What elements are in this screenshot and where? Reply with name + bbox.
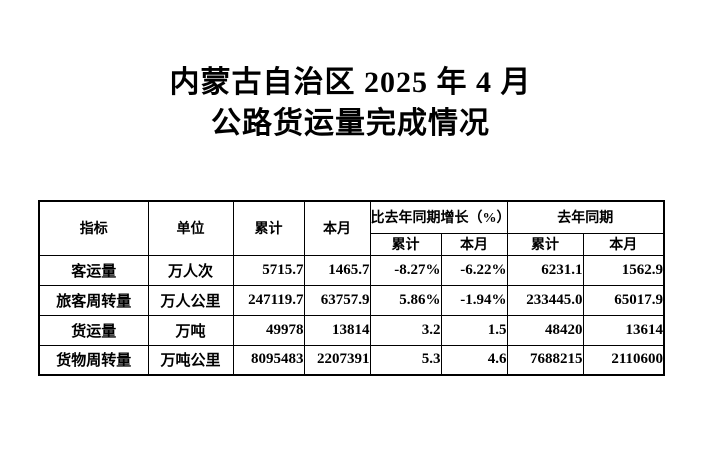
cell-month: 1465.7 (303, 254, 371, 286)
cell-cumulative: 247119.7 (232, 284, 305, 316)
header-group-growth: 比去年同期增长（%） (369, 200, 508, 234)
header-indicator: 指标 (38, 200, 149, 256)
header-unit: 单位 (147, 200, 234, 256)
document-title-line2: 公路货运量完成情况 (211, 107, 490, 140)
cell-growth-month: -6.22% (440, 254, 508, 286)
header-lastyear-cumulative: 累计 (506, 232, 584, 256)
cell-indicator: 客运量 (38, 254, 149, 286)
cell-growth-cumulative: 3.2 (369, 314, 442, 346)
header-growth-cumulative: 累计 (369, 232, 442, 256)
cell-lastyear-month: 2110600 (582, 344, 665, 376)
cell-lastyear-month: 13614 (582, 314, 665, 346)
table-row: 客运量 万人次 5715.7 1465.7 -8.27% -6.22% 6231… (38, 254, 665, 286)
cell-lastyear-cumulative: 6231.1 (506, 254, 584, 286)
header-cumulative: 累计 (232, 200, 305, 256)
header-month: 本月 (303, 200, 371, 256)
cell-month: 2207391 (303, 344, 371, 376)
cell-month: 13814 (303, 314, 371, 346)
table-row: 旅客周转量 万人公里 247119.7 63757.9 5.86% -1.94%… (38, 284, 665, 316)
cell-indicator: 货物周转量 (38, 344, 149, 376)
cell-growth-cumulative: 5.86% (369, 284, 442, 316)
cell-unit: 万吨公里 (147, 344, 234, 376)
header-growth-month: 本月 (440, 232, 508, 256)
cell-growth-cumulative: 5.3 (369, 344, 442, 376)
cell-growth-month: -1.94% (440, 284, 508, 316)
cell-growth-month: 1.5 (440, 314, 508, 346)
table-row: 货物周转量 万吨公里 8095483 2207391 5.3 4.6 76882… (38, 344, 665, 376)
table-row: 货运量 万吨 49978 13814 3.2 1.5 48420 13614 (38, 314, 665, 346)
cell-lastyear-cumulative: 48420 (506, 314, 584, 346)
cell-lastyear-cumulative: 7688215 (506, 344, 584, 376)
cell-cumulative: 5715.7 (232, 254, 305, 286)
cell-month: 63757.9 (303, 284, 371, 316)
cell-lastyear-month: 65017.9 (582, 284, 665, 316)
cell-indicator: 旅客周转量 (38, 284, 149, 316)
cell-cumulative: 49978 (232, 314, 305, 346)
document-title: 内蒙古自治区 2025 年 4 月 公路货运量完成情况 (0, 62, 701, 144)
cell-unit: 万人公里 (147, 284, 234, 316)
header-lastyear-month: 本月 (582, 232, 665, 256)
document-title-line1: 内蒙古自治区 2025 年 4 月 (169, 66, 532, 99)
cell-lastyear-cumulative: 233445.0 (506, 284, 584, 316)
cell-growth-cumulative: -8.27% (369, 254, 442, 286)
cell-unit: 万人次 (147, 254, 234, 286)
cell-indicator: 货运量 (38, 314, 149, 346)
cell-growth-month: 4.6 (440, 344, 508, 376)
statistics-table: 指标 单位 累计 本月 比去年同期增长（%） 去年同期 累计 本月 累计 本月 … (38, 200, 665, 376)
header-row-group: 指标 单位 累计 本月 比去年同期增长（%） 去年同期 (38, 200, 665, 256)
header-group-lastyear: 去年同期 (506, 200, 665, 234)
cell-cumulative: 8095483 (232, 344, 305, 376)
cell-lastyear-month: 1562.9 (582, 254, 665, 286)
cell-unit: 万吨 (147, 314, 234, 346)
